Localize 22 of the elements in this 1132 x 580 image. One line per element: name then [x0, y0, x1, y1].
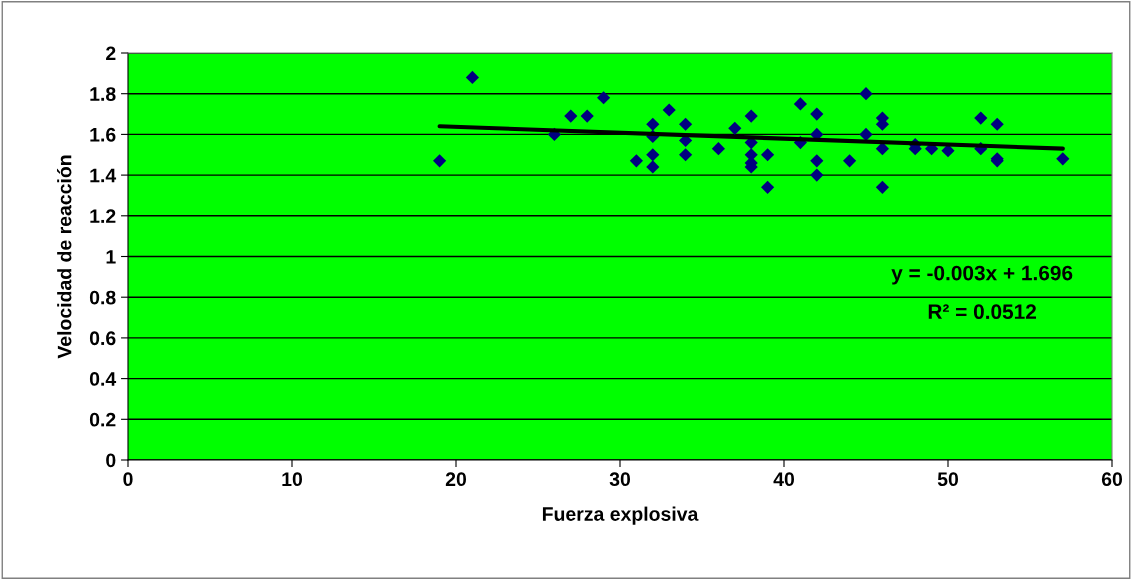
y-tick-label: 0.8	[89, 290, 116, 305]
x-tick-label: 60	[1101, 472, 1123, 487]
x-tick-label: 40	[773, 472, 795, 487]
y-tick-label: 0.6	[89, 331, 116, 346]
y-tick-label: 1.2	[90, 209, 116, 223]
annotation: y = -0.003x + 1.696	[891, 265, 1073, 285]
x-tick-label: 10	[282, 472, 303, 487]
y-tick-label: 2	[106, 46, 116, 61]
y-tick-label: 0	[106, 453, 116, 468]
x-tick-label: 20	[445, 472, 467, 487]
x-axis-title: Fuerza explosiva	[542, 506, 699, 525]
x-tick-label: 0	[123, 472, 133, 487]
y-tick-label: 1.8	[90, 87, 116, 101]
y-axis-title: Velocidad de reacción	[56, 155, 72, 359]
y-tick-label: 1	[106, 250, 116, 264]
y-tick-label: 1.4	[90, 168, 117, 183]
y-tick-label: 1.6	[90, 127, 116, 142]
x-tick-label: 50	[937, 472, 959, 487]
annotation: R² = 0.0512	[928, 304, 1036, 320]
x-tick-label: 30	[609, 472, 631, 487]
y-tick-label: 0.4	[89, 372, 117, 386]
y-tick-label: 0.2	[89, 412, 116, 427]
